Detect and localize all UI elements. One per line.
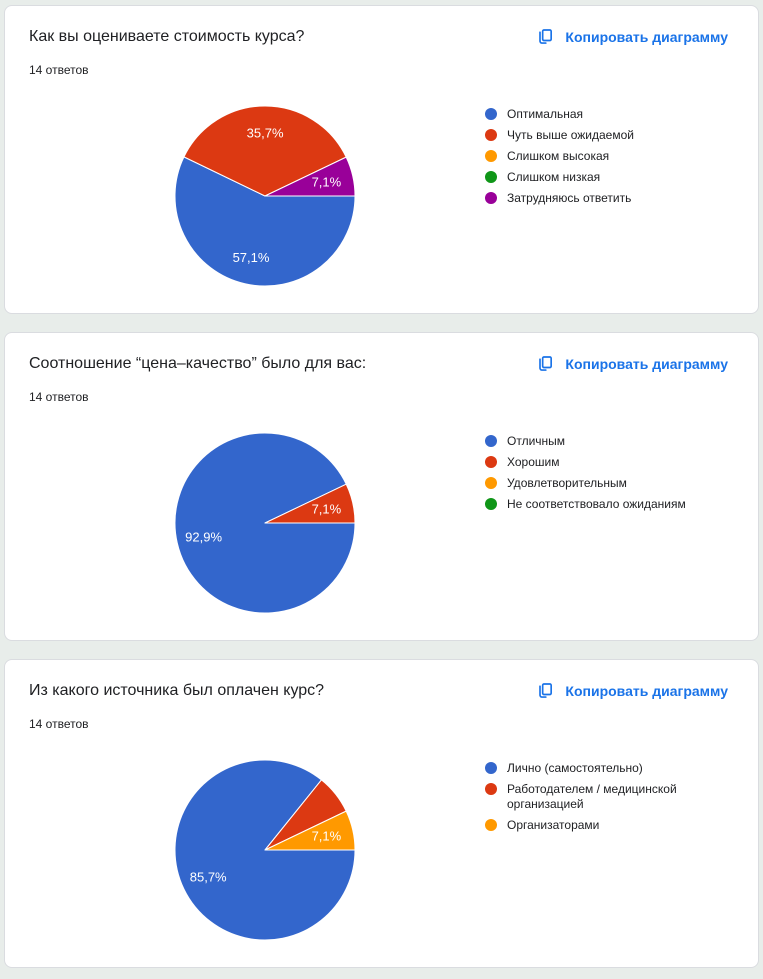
responses-count: 14 ответов (29, 717, 89, 731)
question-title: Соотношение “цена–качество” было для вас… (29, 355, 367, 372)
copy-chart-button[interactable]: Копировать диаграмму (529, 680, 734, 702)
chart-area: 92,9% 7,1% Отличным Хорошим Удовлетворитель… (29, 430, 734, 630)
legend-label: Организаторами (507, 818, 600, 832)
legend-label: Слишком высокая (507, 149, 610, 163)
responses-count: 14 ответов (29, 63, 89, 77)
pie-slice-value-label: 7,1% (312, 175, 342, 190)
legend-color-dot (485, 819, 497, 831)
legend-color-dot (485, 783, 497, 795)
copy-chart-label: Копировать диаграмму (565, 683, 728, 699)
copy-chart-icon (535, 354, 555, 374)
legend-color-dot (485, 108, 497, 120)
copy-chart-label: Копировать диаграмму (565, 356, 728, 372)
legend-label: Чуть выше ожидаемой (507, 128, 634, 142)
chart-legend: Оптимальная Чуть выше ожидаемой Слишком вы… (485, 107, 729, 212)
copy-chart-button[interactable]: Копировать диаграмму (529, 26, 734, 48)
pie-slice[interactable] (264, 483, 356, 524)
question-card-2: Соотношение “цена–качество” было для вас… (4, 332, 759, 641)
legend-item: Затрудняюсь ответить (485, 191, 729, 206)
legend-color-dot (485, 498, 497, 510)
legend-item: Слишком низкая (485, 170, 729, 185)
copy-chart-button[interactable]: Копировать диаграмму (529, 353, 734, 375)
card-header: Как вы оцениваете стоимость курса? Копир… (29, 26, 734, 48)
pie-slice[interactable] (264, 156, 356, 197)
pie-chart: 85,7% 7,1% (172, 757, 358, 943)
legend-item: Отличным (485, 434, 729, 449)
pie-slice[interactable] (183, 105, 347, 197)
legend-color-dot (485, 129, 497, 141)
pie-slice-value-label: 35,7% (247, 126, 284, 141)
pie-slice-value-label: 57,1% (233, 250, 270, 265)
question-title: Из какого источника был оплачен курс? (29, 682, 325, 699)
copy-chart-icon (535, 681, 555, 701)
legend-label: Оптимальная (507, 107, 584, 121)
legend-color-dot (485, 150, 497, 162)
pie-slice[interactable] (174, 156, 356, 287)
legend-label: Не соответствовало ожиданиям (507, 497, 686, 511)
pie-slice-value-label: 7,1% (312, 502, 342, 517)
legend-label: Работодателем / медицинской организацией (507, 782, 677, 811)
chart-area: 57,1% 35,7% 7,1% Оптимальная Чуть выше ожид… (29, 103, 734, 303)
question-card-1: Как вы оцениваете стоимость курса? Копир… (4, 5, 759, 314)
legend-item: Лично (самостоятельно) (485, 761, 729, 776)
legend-label: Затрудняюсь ответить (507, 191, 632, 205)
legend-label: Отличным (507, 434, 566, 448)
legend-color-dot (485, 456, 497, 468)
pie-slice-value-label: 85,7% (190, 870, 227, 885)
pie-slice-value-label: 7,1% (312, 829, 342, 844)
legend-label: Лично (самостоятельно) (507, 761, 643, 775)
legend-item: Организаторами (485, 818, 729, 833)
chart-area: 85,7% 7,1% Лично (самостоятельно) Работода… (29, 757, 734, 957)
legend-color-dot (485, 171, 497, 183)
legend-color-dot (485, 477, 497, 489)
legend-label: Слишком низкая (507, 170, 601, 184)
chart-legend: Отличным Хорошим Удовлетворительным Не соот… (485, 434, 729, 518)
card-header: Из какого источника был оплачен курс? Ко… (29, 680, 734, 702)
responses-count: 14 ответов (29, 390, 89, 404)
question-card-3: Из какого источника был оплачен курс? Ко… (4, 659, 759, 968)
question-title: Как вы оцениваете стоимость курса? (29, 28, 305, 45)
card-header: Соотношение “цена–качество” было для вас… (29, 353, 734, 375)
legend-label: Удовлетворительным (507, 476, 627, 490)
pie-slice[interactable] (264, 810, 356, 851)
legend-color-dot (485, 192, 497, 204)
pie-chart: 92,9% 7,1% (172, 430, 358, 616)
copy-chart-icon (535, 27, 555, 47)
legend-item: Чуть выше ожидаемой (485, 128, 729, 143)
legend-label: Хорошим (507, 455, 560, 469)
copy-chart-label: Копировать диаграмму (565, 29, 728, 45)
legend-item: Слишком высокая (485, 149, 729, 164)
legend-item: Оптимальная (485, 107, 729, 122)
pie-chart: 57,1% 35,7% 7,1% (172, 103, 358, 289)
legend-color-dot (485, 435, 497, 447)
chart-legend: Лично (самостоятельно) Работодателем / ме… (485, 761, 729, 839)
legend-item: Работодателем / медицинской организацией (485, 782, 729, 812)
legend-color-dot (485, 762, 497, 774)
pie-slice-value-label: 92,9% (185, 529, 222, 544)
legend-item: Хорошим (485, 455, 729, 470)
legend-item: Удовлетворительным (485, 476, 729, 491)
legend-item: Не соответствовало ожиданиям (485, 497, 729, 512)
